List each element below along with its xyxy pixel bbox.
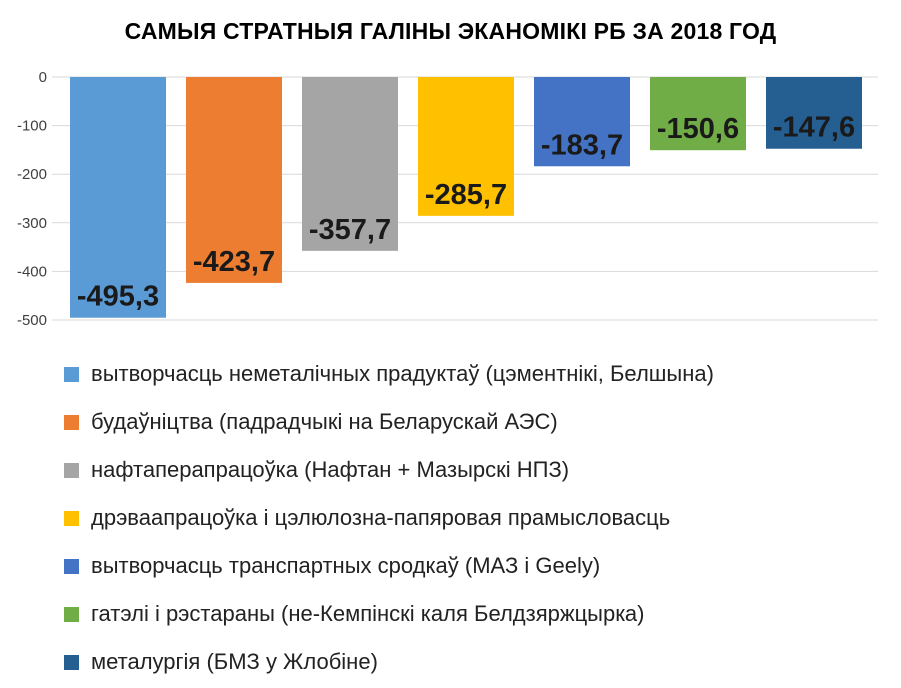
data-label-7: -147,6 [773, 112, 855, 144]
legend-item: будаўніцтва (падрадчыкі на Беларускай АЭ… [64, 398, 894, 446]
legend-item: вытворчасць транспартных сродкаў (МАЗ і … [64, 542, 894, 590]
y-tick-label: -200 [17, 166, 47, 183]
data-label-5: -183,7 [541, 129, 623, 161]
legend-swatch [64, 654, 79, 670]
bar-7 [766, 77, 862, 149]
data-label-2: -423,7 [193, 246, 275, 278]
legend-label: дрэваапрацоўка і цэлюлозна-папяровая пра… [91, 505, 671, 530]
data-labels: -495,3 -423,7 -357,7 -285,7 -183,7 -150,6 -147… [77, 112, 855, 313]
y-axis-tick-labels: 0 -100 -200 -300 -400 -500 [17, 69, 47, 329]
chart-title: САМЫЯ СТРАТНЫЯ ГАЛІНЫ ЭКАНОМІКІ РБ ЗА 20… [124, 18, 777, 44]
legend-item: гатэлі і рэстараны (не-Кемпінскі каля Бе… [64, 590, 894, 638]
legend-label: вытворчасць транспартных сродкаў (МАЗ і … [91, 553, 601, 578]
bar-6 [650, 77, 746, 151]
legend-item: дрэваапрацоўка і цэлюлозна-папяровая пра… [64, 494, 894, 542]
legend-item: металургія (БМЗ у Жлобіне) [64, 638, 894, 686]
legend-label: будаўніцтва (падрадчыкі на Беларускай АЭ… [91, 409, 558, 434]
bar-4 [418, 77, 514, 216]
legend-label: гатэлі і рэстараны (не-Кемпінскі каля Бе… [91, 601, 645, 626]
y-tick-label: -500 [17, 312, 47, 329]
data-label-1: -495,3 [77, 281, 159, 313]
bar-chart-plot: 0 -100 -200 -300 -400 -500 -495,3 -423,7 -357,7… [17, 69, 878, 329]
legend-item: нафтаперапрацоўка (Нафтан + Мазырскі НПЗ… [64, 446, 894, 494]
y-tick-label: 0 [39, 69, 47, 86]
bar-2 [186, 77, 282, 283]
legend-swatch [64, 462, 79, 478]
data-label-6: -150,6 [657, 113, 739, 145]
legend-swatch [64, 558, 79, 574]
legend-label: вытворчасць неметалічных прадуктаў (цэме… [91, 361, 714, 386]
y-tick-label: -400 [17, 263, 47, 280]
data-label-4: -285,7 [425, 179, 507, 211]
legend-swatch [64, 366, 79, 382]
y-tick-label: -300 [17, 215, 47, 232]
bar-1 [70, 77, 166, 318]
data-label-3: -357,7 [309, 214, 391, 246]
y-tick-label: -100 [17, 118, 47, 135]
legend-label: нафтаперапрацоўка (Нафтан + Мазырскі НПЗ… [91, 457, 570, 482]
legend-swatch [64, 606, 79, 622]
legend: вытворчасць неметалічных прадуктаў (цэме… [64, 350, 894, 686]
legend-item: вытворчасць неметалічных прадуктаў (цэме… [64, 350, 894, 398]
bar-3 [302, 77, 398, 251]
bars [70, 77, 862, 318]
legend-swatch [64, 510, 79, 526]
legend-label: металургія (БМЗ у Жлобіне) [91, 649, 378, 674]
bar-5 [534, 77, 630, 167]
legend-swatch [64, 414, 79, 430]
